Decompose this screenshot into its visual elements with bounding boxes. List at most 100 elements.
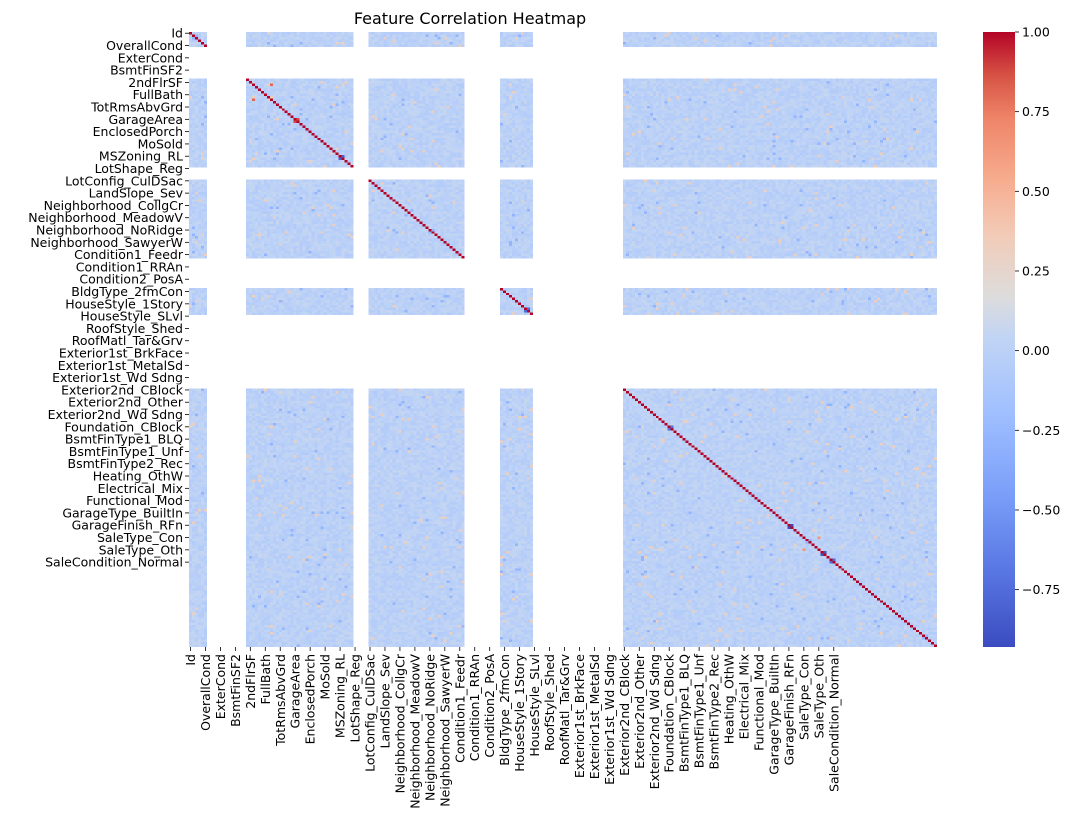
x-tick-label: Condition1_Feedr bbox=[452, 653, 467, 763]
y-tick-label: Heating_OthW bbox=[93, 469, 183, 484]
y-tick-label: RoofStyle_Shed bbox=[86, 321, 183, 336]
x-tick-label: BsmtFinType2_Rec bbox=[707, 654, 722, 770]
x-tick-label: Electrical_Mix bbox=[737, 654, 752, 739]
x-tick-label: GarageArea bbox=[288, 654, 303, 729]
x-tick-label: BldgType_2fmCon bbox=[497, 654, 512, 766]
y-tick-label: LandSlope_Sev bbox=[89, 186, 184, 201]
y-tick-label: TotRmsAbvGrd bbox=[90, 100, 183, 115]
x-tick-label: Exterior1st_BrkFace bbox=[572, 654, 587, 778]
x-tick-label: Id bbox=[183, 654, 198, 666]
x-tick-label: GarageFinish_RFn bbox=[781, 654, 796, 765]
colorbar bbox=[983, 32, 1015, 647]
y-tick-label: BldgType_2fmCon bbox=[71, 284, 183, 299]
y-tick-label: Electrical_Mix bbox=[98, 481, 183, 496]
y-tick-label: OverallCond bbox=[106, 38, 183, 53]
y-tick-label: 2ndFlrSF bbox=[128, 75, 183, 90]
x-tick-label: MSZoning_RL bbox=[333, 654, 348, 738]
y-tick-label: Neighborhood_SawyerW bbox=[30, 235, 183, 250]
x-tick-label: Neighborhood_SawyerW bbox=[437, 654, 452, 807]
y-tick-label: Condition1_Feedr bbox=[74, 247, 184, 262]
y-tick-label: Exterior1st_Wd Sdng bbox=[52, 370, 183, 385]
colorbar-tick-label: −0.75 bbox=[1022, 582, 1060, 597]
y-tick-label: SaleType_Oth bbox=[99, 542, 183, 557]
y-tick-label: Foundation_CBlock bbox=[64, 419, 183, 434]
colorbar-tick-label: −0.25 bbox=[1022, 423, 1060, 438]
x-tick-label: BsmtFinSF2 bbox=[228, 654, 243, 727]
y-axis-ticks: IdOverallCondExterCondBsmtFinSF22ndFlrSF… bbox=[28, 26, 189, 570]
heatmap-cell-grid bbox=[189, 32, 937, 647]
x-tick-label: Neighborhood_MeadowV bbox=[407, 654, 422, 809]
x-tick-label: Condition2_PosA bbox=[482, 654, 497, 758]
y-tick-label: HouseStyle_1Story bbox=[65, 296, 183, 311]
y-tick-label: Exterior2nd_Other bbox=[68, 395, 184, 410]
x-tick-label: TotRmsAbvGrd bbox=[273, 654, 288, 747]
x-tick-label: Exterior1st_Wd Sdng bbox=[602, 654, 617, 785]
x-tick-label: MoSold bbox=[318, 654, 333, 699]
y-tick-label: GarageType_BuiltIn bbox=[62, 505, 183, 520]
y-tick-label: EnclosedPorch bbox=[93, 124, 183, 139]
x-tick-label: RoofStyle_Shed bbox=[542, 654, 557, 751]
x-tick-label: Heating_OthW bbox=[722, 654, 737, 744]
y-tick-label: GarageFinish_RFn bbox=[72, 518, 183, 533]
x-tick-label: ExterCond bbox=[213, 654, 228, 719]
x-tick-label: LandSlope_Sev bbox=[377, 653, 392, 748]
colorbar-tick-label: 0.75 bbox=[1022, 104, 1050, 119]
colorbar-tick-label: −0.50 bbox=[1022, 502, 1060, 517]
y-tick-label: HouseStyle_SLvl bbox=[80, 309, 183, 324]
y-tick-label: Exterior2nd_CBlock bbox=[61, 382, 184, 397]
x-tick-label: HouseStyle_1Story bbox=[512, 653, 527, 771]
x-tick-label: Neighborhood_CollgCr bbox=[392, 653, 407, 793]
y-tick-label: GarageArea bbox=[108, 112, 183, 127]
y-tick-label: MoSold bbox=[138, 136, 183, 151]
y-tick-label: BsmtFinType2_Rec bbox=[68, 456, 184, 471]
colorbar-tick-label: 0.25 bbox=[1022, 263, 1050, 278]
x-tick-label: GarageType_BuiltIn bbox=[766, 654, 781, 775]
y-tick-label: Exterior1st_MetalSd bbox=[58, 358, 183, 373]
y-tick-label: ExterCond bbox=[118, 50, 183, 65]
x-tick-label: SaleType_Oth bbox=[811, 654, 826, 738]
x-tick-label: Functional_Mod bbox=[751, 654, 766, 751]
x-tick-label: SaleType_Con bbox=[796, 654, 811, 740]
y-tick-label: BsmtFinType1_BLQ bbox=[65, 432, 183, 447]
y-tick-label: LotShape_Reg bbox=[95, 161, 183, 176]
y-tick-label: BsmtFinType1_Unf bbox=[69, 444, 184, 459]
y-tick-label: Neighborhood_NoRidge bbox=[36, 223, 183, 238]
chart-title: Feature Correlation Heatmap bbox=[354, 9, 586, 28]
x-tick-label: RoofMatl_Tar&Grv bbox=[557, 653, 572, 765]
y-tick-label: Exterior2nd_Wd Sdng bbox=[48, 407, 183, 422]
y-tick-label: Neighborhood_CollgCr bbox=[44, 198, 184, 213]
x-tick-label: LotConfig_CulDSac bbox=[363, 654, 378, 772]
colorbar-ticks: 1.00 0.75 0.50 0.25 0.00 −0.25 −0.50 −0.75 bbox=[1015, 25, 1060, 597]
x-tick-label: OverallCond bbox=[198, 654, 213, 731]
x-tick-label: EnclosedPorch bbox=[303, 654, 318, 744]
colorbar-tick-label: 1.00 bbox=[1022, 25, 1050, 40]
y-tick-label: Neighborhood_MeadowV bbox=[28, 210, 183, 225]
x-tick-label: Exterior1st_MetalSd bbox=[587, 654, 602, 779]
x-tick-label: FullBath bbox=[258, 654, 273, 704]
y-tick-label: SaleCondition_Normal bbox=[45, 555, 183, 570]
y-tick-label: Functional_Mod bbox=[86, 493, 183, 508]
y-tick-label: LotConfig_CulDSac bbox=[65, 173, 183, 188]
heatmap-cells bbox=[189, 32, 937, 647]
x-axis-ticks: Id OverallCond ExterCond BsmtFinSF2 2ndFlrSF… bbox=[183, 647, 841, 809]
x-tick-label: 2ndFlrSF bbox=[243, 654, 258, 709]
y-tick-label: Condition1_RRAn bbox=[76, 259, 183, 274]
x-tick-label: LotShape_Reg bbox=[348, 654, 363, 742]
y-tick-label: FullBath bbox=[133, 87, 183, 102]
y-tick-label: MSZoning_RL bbox=[99, 149, 183, 164]
y-tick-label: RoofMatl_Tar&Grv bbox=[72, 333, 184, 348]
x-tick-label: HouseStyle_SLvl bbox=[527, 654, 542, 757]
x-tick-label: BsmtFinType1_BLQ bbox=[677, 654, 692, 772]
colorbar-tick-label: 0.00 bbox=[1022, 343, 1050, 358]
x-tick-label: Exterior2nd_Other bbox=[632, 653, 647, 769]
y-tick-label: Id bbox=[171, 26, 183, 41]
y-tick-label: Exterior1st_BrkFace bbox=[59, 346, 183, 361]
x-tick-label: Condition1_RRAn bbox=[467, 654, 482, 761]
x-tick-label: BsmtFinType1_Unf bbox=[692, 653, 707, 768]
y-tick-label: Condition2_PosA bbox=[79, 272, 183, 287]
colorbar-tick-label: 0.50 bbox=[1022, 184, 1050, 199]
y-tick-label: SaleType_Con bbox=[97, 530, 183, 545]
x-tick-label: Foundation_CBlock bbox=[662, 653, 677, 772]
x-tick-label: SaleCondition_Normal bbox=[826, 654, 841, 792]
